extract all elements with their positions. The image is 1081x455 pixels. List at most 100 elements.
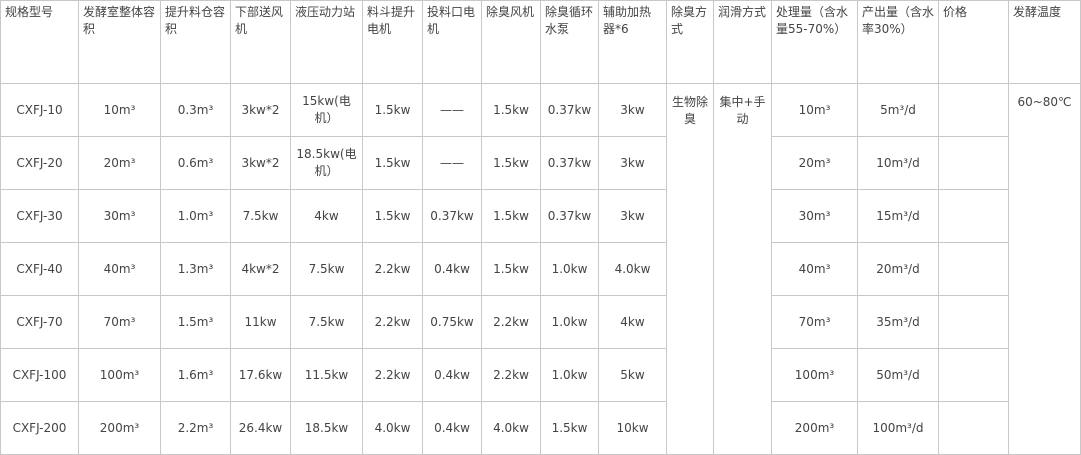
table-cell: 50m³/d — [857, 348, 939, 402]
table-cell: 11kw — [230, 295, 291, 349]
table-cell: 0.6m³ — [160, 136, 231, 190]
table-cell: 4kw*2 — [230, 242, 291, 296]
table-body: CXFJ-10 10m³ 0.3m³ 3kw*2 15kw(电机） 1.5kw —— 1.5k… — [0, 83, 1081, 455]
table-cell: 1.0kw — [540, 242, 599, 296]
price-cell — [938, 242, 1009, 296]
table-cell: 0.4kw — [422, 348, 482, 402]
header-cell: 发酵室整体容积 — [78, 0, 161, 84]
table-cell: 1.6m³ — [160, 348, 231, 402]
header-cell: 料斗提升电机 — [362, 0, 423, 84]
table-cell: 70m³ — [771, 295, 858, 349]
table-cell: CXFJ-70 — [0, 295, 79, 349]
table-cell: 20m³ — [78, 136, 161, 190]
table-cell: 0.75kw — [422, 295, 482, 349]
table-cell: 2.2kw — [481, 348, 541, 402]
table-cell: 5kw — [598, 348, 667, 402]
table-cell: 4.0kw — [481, 401, 541, 455]
table-cell: 1.5kw — [481, 242, 541, 296]
table-cell: 4.0kw — [598, 242, 667, 296]
table-cell: 200m³ — [771, 401, 858, 455]
table-cell: 2.2kw — [362, 295, 423, 349]
table-cell: CXFJ-10 — [0, 83, 79, 137]
table-row: CXFJ-70 70m³ 1.5m³ 11kw 7.5kw 2.2kw 0.75kw 2.2k… — [0, 295, 1081, 349]
table-cell: 1.0m³ — [160, 189, 231, 243]
table-cell: 40m³ — [771, 242, 858, 296]
table-cell: 4.0kw — [362, 401, 423, 455]
table-cell: 0.3m³ — [160, 83, 231, 137]
table-cell: 70m³ — [78, 295, 161, 349]
table-cell: 5m³/d — [857, 83, 939, 137]
table-cell: 1.5kw — [362, 189, 423, 243]
table-cell: 10m³ — [78, 83, 161, 137]
table-cell: 0.37kw — [540, 83, 599, 137]
table-cell: 1.5kw — [481, 189, 541, 243]
table-cell: 35m³/d — [857, 295, 939, 349]
table-cell: 2.2m³ — [160, 401, 231, 455]
table-cell: 20m³/d — [857, 242, 939, 296]
table-cell: —— — [422, 136, 482, 190]
price-cell — [938, 136, 1009, 190]
table-cell: 26.4kw — [230, 401, 291, 455]
table-row: CXFJ-40 40m³ 1.3m³ 4kw*2 7.5kw 2.2kw 0.4kw 1.5k… — [0, 242, 1081, 296]
table-cell: 4kw — [290, 189, 363, 243]
table-cell: 2.2kw — [481, 295, 541, 349]
table-cell: 3kw — [598, 83, 667, 137]
header-cell: 下部送风机 — [230, 0, 291, 84]
lubrication-cell: 集中+手动 — [713, 83, 772, 455]
table-cell: 30m³ — [771, 189, 858, 243]
table-cell: CXFJ-20 — [0, 136, 79, 190]
price-cell — [938, 348, 1009, 402]
table-cell: 7.5kw — [290, 242, 363, 296]
table-cell: 10m³ — [771, 83, 858, 137]
table-cell: 0.37kw — [422, 189, 482, 243]
table-cell: —— — [422, 83, 482, 137]
table-cell: 1.5m³ — [160, 295, 231, 349]
header-row: 规格型号 发酵室整体容积 提升料仓容积 下部送风机 液压动力站 料斗提升电机 投料口电机 除臭… — [0, 0, 1081, 84]
table-cell: 20m³ — [771, 136, 858, 190]
table-cell: 100m³/d — [857, 401, 939, 455]
table-cell: 3kw — [598, 136, 667, 190]
table-cell: 1.3m³ — [160, 242, 231, 296]
table-cell: 10kw — [598, 401, 667, 455]
price-cell — [938, 401, 1009, 455]
header-cell: 提升料仓容积 — [160, 0, 231, 84]
table-cell: 30m³ — [78, 189, 161, 243]
table-cell: 11.5kw — [290, 348, 363, 402]
table-cell: 0.4kw — [422, 242, 482, 296]
table-cell: 100m³ — [771, 348, 858, 402]
header-cell: 辅助加热器*6 — [598, 0, 667, 84]
table-cell: 40m³ — [78, 242, 161, 296]
header-cell: 除臭方式 — [666, 0, 714, 84]
table-cell: 0.37kw — [540, 189, 599, 243]
header-cell: 发酵温度 — [1008, 0, 1081, 84]
table-row: CXFJ-200 200m³ 2.2m³ 26.4kw 18.5kw 4.0kw 0.4kw… — [0, 401, 1081, 455]
header-cell: 产出量（含水率30%） — [857, 0, 939, 84]
table-cell: 1.5kw — [481, 136, 541, 190]
header-cell: 投料口电机 — [422, 0, 482, 84]
table-cell: 1.0kw — [540, 348, 599, 402]
table-row: CXFJ-30 30m³ 1.0m³ 7.5kw 4kw 1.5kw 0.37kw 1.5kw… — [0, 189, 1081, 243]
header-cell: 处理量（含水量55-70%） — [771, 0, 858, 84]
table-cell: 18.5kw — [290, 401, 363, 455]
table-cell: 17.6kw — [230, 348, 291, 402]
table-cell: CXFJ-40 — [0, 242, 79, 296]
table-cell: 10m³/d — [857, 136, 939, 190]
table-cell: CXFJ-100 — [0, 348, 79, 402]
header-cell: 价格 — [938, 0, 1009, 84]
table-cell: 1.5kw — [362, 83, 423, 137]
table-cell: 3kw — [598, 189, 667, 243]
table-cell: 1.0kw — [540, 295, 599, 349]
price-cell — [938, 189, 1009, 243]
table-row: CXFJ-20 20m³ 0.6m³ 3kw*2 18.5kw(电机） 1.5kw —— 1.… — [0, 136, 1081, 190]
table-cell: 2.2kw — [362, 348, 423, 402]
table-cell: 1.5kw — [362, 136, 423, 190]
header-cell: 润滑方式 — [713, 0, 772, 84]
table-row: CXFJ-100 100m³ 1.6m³ 17.6kw 11.5kw 2.2kw 0.4kw… — [0, 348, 1081, 402]
table-cell: 2.2kw — [362, 242, 423, 296]
table-cell: 200m³ — [78, 401, 161, 455]
table-cell: 15m³/d — [857, 189, 939, 243]
header-cell: 除臭风机 — [481, 0, 541, 84]
table-cell: 0.4kw — [422, 401, 482, 455]
